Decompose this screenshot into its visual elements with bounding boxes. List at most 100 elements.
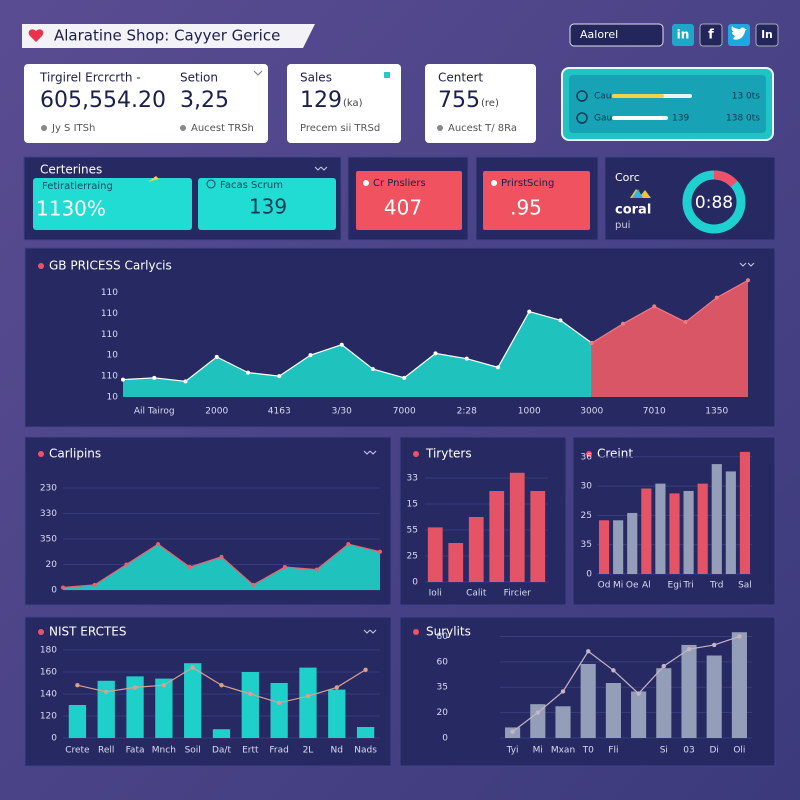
kpi-label: Sales bbox=[300, 71, 332, 85]
metric-tile bbox=[483, 171, 590, 230]
row-label: Gau bbox=[594, 114, 612, 124]
social-button[interactable] bbox=[755, 23, 779, 47]
chevron[interactable] bbox=[363, 450, 377, 455]
kpi-footer: Jy S ITSh bbox=[51, 123, 95, 134]
point bbox=[276, 700, 282, 705]
kpi-icon bbox=[437, 125, 443, 131]
tile-value: .95 bbox=[510, 196, 542, 220]
tile-icon bbox=[206, 179, 216, 189]
progress-bar bbox=[612, 116, 663, 120]
bar bbox=[126, 676, 144, 738]
row-figure: 139 bbox=[672, 114, 689, 124]
x-tick-label: 2:28 bbox=[457, 407, 477, 417]
bar bbox=[706, 655, 722, 738]
kpi-value: 129 bbox=[300, 88, 342, 113]
bar bbox=[509, 472, 525, 582]
x-tick-label: Oli bbox=[733, 746, 745, 756]
point bbox=[251, 582, 256, 587]
title-dot bbox=[413, 451, 419, 457]
x-tick-label: Rell bbox=[98, 746, 114, 756]
y-tick-label: 0 bbox=[51, 586, 57, 596]
kpi-card bbox=[24, 64, 268, 143]
social-label: in bbox=[677, 28, 690, 42]
bar bbox=[270, 683, 288, 738]
chevron[interactable] bbox=[314, 166, 328, 171]
bar bbox=[530, 491, 546, 582]
y-tick-label: 20 bbox=[437, 708, 449, 718]
bar bbox=[448, 543, 464, 582]
social-button[interactable] bbox=[672, 24, 694, 46]
kpi-value: 605,554.20 bbox=[40, 88, 166, 113]
point bbox=[496, 365, 500, 370]
x-tick-label: Od bbox=[598, 581, 611, 591]
x-tick-label: Ail Tairog bbox=[134, 407, 175, 417]
metric-tile bbox=[356, 171, 462, 230]
point bbox=[714, 295, 719, 300]
title-dot bbox=[38, 629, 44, 635]
heart-icon bbox=[28, 29, 44, 42]
x-tick-label: Da/t bbox=[212, 746, 231, 756]
y-tick-label: 140 bbox=[40, 690, 57, 700]
x-tick-label: 4163 bbox=[268, 407, 291, 417]
bar bbox=[489, 491, 505, 582]
bar bbox=[739, 451, 751, 574]
y-tick-label: 35 bbox=[437, 683, 448, 693]
point bbox=[92, 582, 97, 587]
y-tick-label: 120 bbox=[40, 712, 57, 722]
gauge-value: 0:88 bbox=[695, 193, 733, 213]
bar bbox=[697, 483, 708, 574]
y-tick-label: 60 bbox=[437, 657, 449, 667]
x-tick-label: 3/30 bbox=[332, 407, 352, 417]
x-tick-label: 1350 bbox=[705, 407, 728, 417]
title-dot bbox=[413, 629, 419, 635]
point bbox=[652, 304, 657, 309]
bar bbox=[241, 672, 259, 738]
bar bbox=[555, 706, 571, 738]
metric-tile bbox=[198, 178, 336, 230]
tile-label: Facas Scrum bbox=[220, 180, 283, 191]
point bbox=[214, 354, 219, 359]
kpi-icon bbox=[180, 125, 186, 131]
point bbox=[589, 340, 594, 345]
bar bbox=[655, 483, 666, 574]
chart-title: Surylits bbox=[426, 625, 471, 639]
y-tick-label: 0 bbox=[412, 578, 418, 588]
bar bbox=[669, 493, 680, 574]
kpi-footer: Precem sii TRSd bbox=[300, 123, 380, 134]
point bbox=[586, 649, 591, 654]
point bbox=[282, 565, 287, 570]
social-button[interactable] bbox=[699, 23, 723, 47]
kpi-value: 3,25 bbox=[180, 88, 229, 113]
x-tick-label: Calit bbox=[466, 589, 487, 599]
bar bbox=[711, 464, 722, 574]
y-tick-label: 110 bbox=[101, 330, 118, 340]
x-tick-label: Soil bbox=[185, 746, 201, 756]
point bbox=[75, 683, 80, 688]
point bbox=[686, 646, 692, 652]
chevron[interactable] bbox=[363, 629, 377, 634]
gauge-label: coral bbox=[615, 203, 651, 218]
kpi-icon bbox=[41, 125, 47, 131]
search-box[interactable] bbox=[569, 23, 664, 47]
point bbox=[121, 377, 125, 382]
status-rows: Cau 13 0ts Gau 139 138 0ts bbox=[576, 90, 760, 124]
tile-value: 407 bbox=[384, 196, 422, 220]
chart-title: Tiryters bbox=[425, 447, 472, 461]
point bbox=[124, 562, 129, 567]
y-tick-label: 110 bbox=[101, 288, 118, 298]
y-tick-label: 110 bbox=[101, 309, 118, 319]
point bbox=[402, 375, 407, 380]
point bbox=[433, 351, 438, 356]
x-tick-label: Fli bbox=[608, 746, 618, 756]
x-tick-label: Fircier bbox=[504, 589, 532, 599]
kpi-label: Tirgirel Ercrcrth - bbox=[39, 71, 141, 85]
chevron[interactable] bbox=[253, 70, 263, 76]
point bbox=[219, 554, 224, 559]
chart-title: Carlipins bbox=[49, 447, 101, 461]
point bbox=[152, 375, 157, 380]
gauge-title: Corc bbox=[615, 171, 640, 184]
y-tick-label: 10 bbox=[107, 351, 119, 361]
x-tick-label: 2L bbox=[303, 746, 314, 756]
area bbox=[63, 544, 380, 590]
chevron[interactable] bbox=[739, 262, 755, 267]
